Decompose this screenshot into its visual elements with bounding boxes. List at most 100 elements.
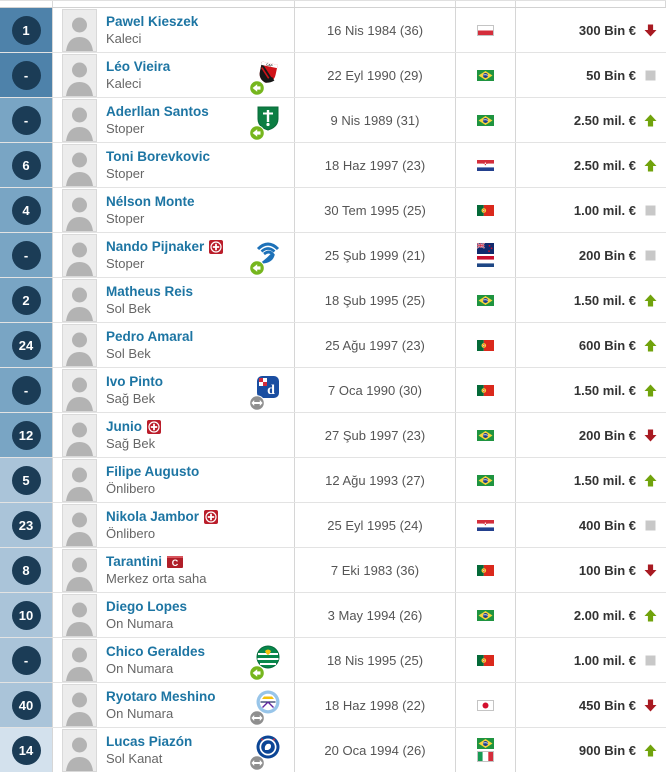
player-photo[interactable]	[62, 233, 97, 277]
birthdate-cell: 7 Eki 1983 (36)	[295, 548, 456, 592]
japan-flag	[477, 699, 494, 711]
player-photo-placeholder-icon	[63, 459, 96, 501]
al-ahli-club-logo-icon	[257, 106, 279, 131]
market-value-cell: 2.50 mil. €	[516, 98, 666, 142]
player-text: Pedro Amaral Sol Bek	[106, 329, 193, 361]
player-name-link[interactable]: Ryotaro Meshino	[106, 689, 216, 704]
player-position-label: Sağ Bek	[106, 391, 156, 406]
squad-number-cell: -	[0, 368, 53, 412]
market-value-cell: 1.50 mil. €	[516, 458, 666, 502]
player-photo[interactable]	[62, 638, 97, 682]
player-photo-placeholder-icon	[63, 9, 96, 51]
player-cell: Léo Vieira Kaleci CAP	[53, 53, 295, 97]
birthdate-cell: 30 Tem 1995 (25)	[295, 188, 456, 232]
player-name-link[interactable]: Pawel Kieszek	[106, 14, 199, 29]
birthdate-text: 25 Şub 1999 (21)	[324, 247, 426, 263]
player-name-row: Filipe Augusto	[106, 464, 199, 479]
trend-down-icon	[644, 24, 657, 37]
player-cell: Chico Geraldes On Numara	[53, 638, 295, 682]
player-photo[interactable]	[62, 593, 97, 637]
birthdate-text: 20 Oca 1994 (26)	[324, 742, 426, 758]
brazil-flag	[477, 69, 494, 81]
player-photo[interactable]	[62, 548, 97, 592]
player-name-link[interactable]: Ivo Pinto	[106, 374, 163, 389]
player-photo[interactable]	[62, 143, 97, 187]
injury-status-icon	[204, 509, 219, 524]
zwolle-club-badge[interactable]	[249, 237, 289, 276]
trend-unchanged-icon	[645, 520, 656, 530]
dinamo-zagreb-club-badge[interactable]: d	[249, 372, 289, 411]
player-name-link[interactable]: Nélson Monte	[106, 194, 195, 209]
market-value-text: 200 Bin €	[578, 247, 636, 263]
nationality-cell	[456, 638, 516, 682]
player-cell: Ivo Pinto Sağ Bek d	[53, 368, 295, 412]
player-photo[interactable]	[62, 458, 97, 502]
player-photo[interactable]	[62, 683, 97, 727]
squad-number-cell: 23	[0, 503, 53, 547]
nationality-cell	[456, 278, 516, 322]
trend-unchanged-icon	[645, 70, 656, 80]
transfer-two-way-arrow-icon	[249, 755, 265, 771]
player-photo[interactable]	[62, 98, 97, 142]
italy-flag	[477, 751, 494, 762]
table-row: 1 Pawel Kieszek Kaleci 16 Nis 1984 (36) …	[0, 8, 666, 53]
player-position-label: Merkez orta saha	[106, 571, 207, 586]
nationality-cell	[456, 53, 516, 97]
player-position-label: Stoper	[106, 211, 145, 226]
player-photo[interactable]	[62, 503, 97, 547]
player-name-link[interactable]: Léo Vieira	[106, 59, 171, 74]
injury-cross-icon	[147, 419, 161, 434]
player-name-link[interactable]: Lucas Piazón	[106, 734, 193, 749]
player-name-row: Chico Geraldes	[106, 644, 205, 659]
player-name-link[interactable]: Matheus Reis	[106, 284, 194, 299]
birthdate-cell: 12 Ağu 1993 (27)	[295, 458, 456, 502]
player-cell: Ryotaro Meshino On Numara	[53, 683, 295, 727]
player-photo[interactable]	[62, 368, 97, 412]
player-name-link[interactable]: Diego Lopes	[106, 599, 188, 614]
trend-down-arrow-icon	[644, 24, 657, 36]
market-value-text: 200 Bin €	[578, 427, 636, 443]
player-photo[interactable]	[62, 53, 97, 97]
chelsea-club-badge[interactable]	[249, 732, 289, 771]
player-name-link[interactable]: Nikola Jambor	[106, 509, 200, 524]
player-name-link[interactable]: Filipe Augusto	[106, 464, 200, 479]
trend-up-arrow-icon	[644, 609, 657, 621]
player-name-link[interactable]: Chico Geraldes	[106, 644, 206, 659]
player-cell: Filipe Augusto Önlibero	[53, 458, 295, 502]
squad-number-badge: 10	[11, 600, 41, 630]
player-name-link[interactable]: Pedro Amaral	[106, 329, 194, 344]
player-name-link[interactable]: Aderllan Santos	[106, 104, 209, 119]
birthdate-text: 18 Haz 1997 (23)	[324, 157, 426, 173]
player-photo[interactable]	[62, 8, 97, 52]
squad-number-badge: 6	[11, 150, 41, 180]
manchester-city-club-badge[interactable]	[249, 687, 289, 726]
birthdate-text: 18 Nis 1995 (25)	[326, 652, 424, 668]
player-text: Nando Pijnaker Stoper	[106, 239, 224, 271]
player-photo[interactable]	[62, 188, 97, 232]
player-photo[interactable]	[62, 323, 97, 367]
player-name-link[interactable]: Nando Pijnaker	[106, 239, 205, 254]
sporting-cp-club-badge[interactable]	[249, 642, 289, 681]
birthdate-cell: 27 Şub 1997 (23)	[295, 413, 456, 457]
player-photo[interactable]	[62, 413, 97, 457]
player-text: Ryotaro Meshino On Numara	[106, 689, 216, 721]
player-photo[interactable]	[62, 278, 97, 322]
market-value-text: 600 Bin €	[578, 337, 636, 353]
brazil-flag	[477, 609, 494, 621]
player-name-link[interactable]: Tarantini	[106, 554, 163, 569]
player-name-row: Nélson Monte	[106, 194, 195, 209]
player-name-link[interactable]: Junio	[106, 419, 142, 434]
player-photo-placeholder-icon	[63, 324, 96, 366]
player-name-link[interactable]: Toni Borevkovic	[106, 149, 211, 164]
player-position-label: On Numara	[106, 706, 174, 721]
svg-text:CAP: CAP	[266, 62, 273, 67]
athletico-paranaense-club-badge[interactable]: CAP	[249, 57, 289, 96]
player-cell: Aderllan Santos Stoper	[53, 98, 295, 142]
trend-up-arrow-icon	[644, 339, 657, 351]
squad-number-badge: 4	[11, 195, 41, 225]
player-cell: Diego Lopes On Numara	[53, 593, 295, 637]
player-text: Aderllan Santos Stoper	[106, 104, 209, 136]
squad-number-cell: -	[0, 98, 53, 142]
al-ahli-club-badge[interactable]	[249, 102, 289, 141]
player-photo[interactable]	[62, 728, 97, 772]
